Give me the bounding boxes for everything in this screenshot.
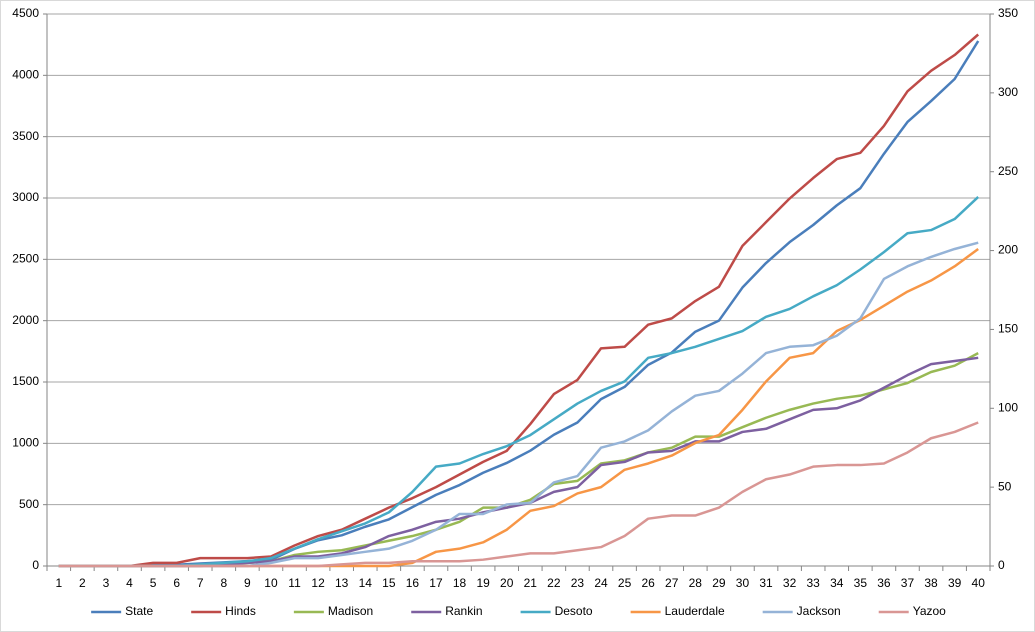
x-tick-label: 22: [547, 576, 561, 590]
y-tick-label: 1500: [12, 374, 39, 388]
x-tick-label: 25: [618, 576, 632, 590]
legend-label: Hinds: [225, 604, 256, 618]
y-tick-label: 3500: [12, 129, 39, 143]
x-tick-label: 31: [759, 576, 773, 590]
y2-tick-label: 300: [998, 85, 1018, 99]
x-tick-label: 34: [830, 576, 844, 590]
legend-label: Jackson: [797, 604, 841, 618]
x-tick-label: 8: [220, 576, 227, 590]
x-tick-label: 3: [103, 576, 110, 590]
x-tick-label: 40: [972, 576, 986, 590]
legend-label: Lauderdale: [665, 604, 725, 618]
x-tick-label: 32: [783, 576, 797, 590]
x-tick-label: 20: [500, 576, 514, 590]
x-tick-label: 21: [524, 576, 538, 590]
x-tick-label: 23: [571, 576, 585, 590]
y-tick-label: 1000: [12, 436, 39, 450]
x-tick-label: 4: [126, 576, 133, 590]
y-tick-label: 500: [19, 497, 39, 511]
y2-tick-label: 250: [998, 164, 1018, 178]
legend-label: Desoto: [555, 604, 593, 618]
x-tick-label: 18: [453, 576, 467, 590]
x-tick-label: 7: [197, 576, 204, 590]
x-tick-label: 9: [244, 576, 251, 590]
x-tick-label: 19: [476, 576, 490, 590]
legend-label: Madison: [328, 604, 373, 618]
x-tick-label: 30: [736, 576, 750, 590]
x-tick-label: 11: [288, 576, 301, 590]
x-tick-label: 14: [359, 576, 373, 590]
y-tick-label: 2500: [12, 252, 39, 266]
y-tick-label: 4500: [12, 6, 39, 20]
x-tick-label: 10: [264, 576, 278, 590]
series-line: [58, 421, 979, 568]
x-tick-label: 39: [948, 576, 962, 590]
x-tick-label: 38: [924, 576, 938, 590]
series-line: [58, 33, 980, 568]
x-tick-label: 33: [807, 576, 821, 590]
x-tick-label: 24: [594, 576, 608, 590]
legend-label: Yazoo: [913, 604, 946, 618]
x-tick-label: 37: [901, 576, 915, 590]
legend-label: Rankin: [445, 604, 482, 618]
x-tick-label: 29: [712, 576, 726, 590]
x-tick-label: 36: [877, 576, 891, 590]
x-tick-label: 16: [406, 576, 420, 590]
legend: State Hinds Madison Rankin Desoto Lauderdale J…: [91, 604, 946, 618]
y-tick-label: 2000: [12, 313, 39, 327]
x-tick-label: 13: [335, 576, 349, 590]
x-tick-label: 26: [641, 576, 655, 590]
y2-tick-label: 150: [998, 322, 1018, 336]
x-tick-label: 17: [429, 576, 443, 590]
legend-label: State: [125, 604, 153, 618]
y2-tick-label: 100: [998, 400, 1018, 414]
x-tick-label: 15: [382, 576, 396, 590]
x-tick-label: 6: [173, 576, 180, 590]
y2-tick-label: 200: [998, 243, 1018, 257]
series-line: [58, 196, 980, 568]
x-tick-label: 2: [79, 576, 86, 590]
y-tick-label: 3000: [12, 190, 39, 204]
x-tick-label: 5: [150, 576, 157, 590]
x-tick-label: 27: [665, 576, 679, 590]
x-tick-label: 28: [689, 576, 703, 590]
y2-tick-label: 50: [998, 479, 1012, 493]
y2-tick-label: 0: [998, 558, 1005, 572]
x-tick-label: 1: [55, 576, 62, 590]
x-tick-label: 12: [311, 576, 325, 590]
y-tick-label: 0: [32, 558, 39, 572]
y2-tick-label: 350: [998, 6, 1018, 20]
x-tick-label: 35: [854, 576, 868, 590]
y-tick-label: 4000: [12, 68, 39, 82]
